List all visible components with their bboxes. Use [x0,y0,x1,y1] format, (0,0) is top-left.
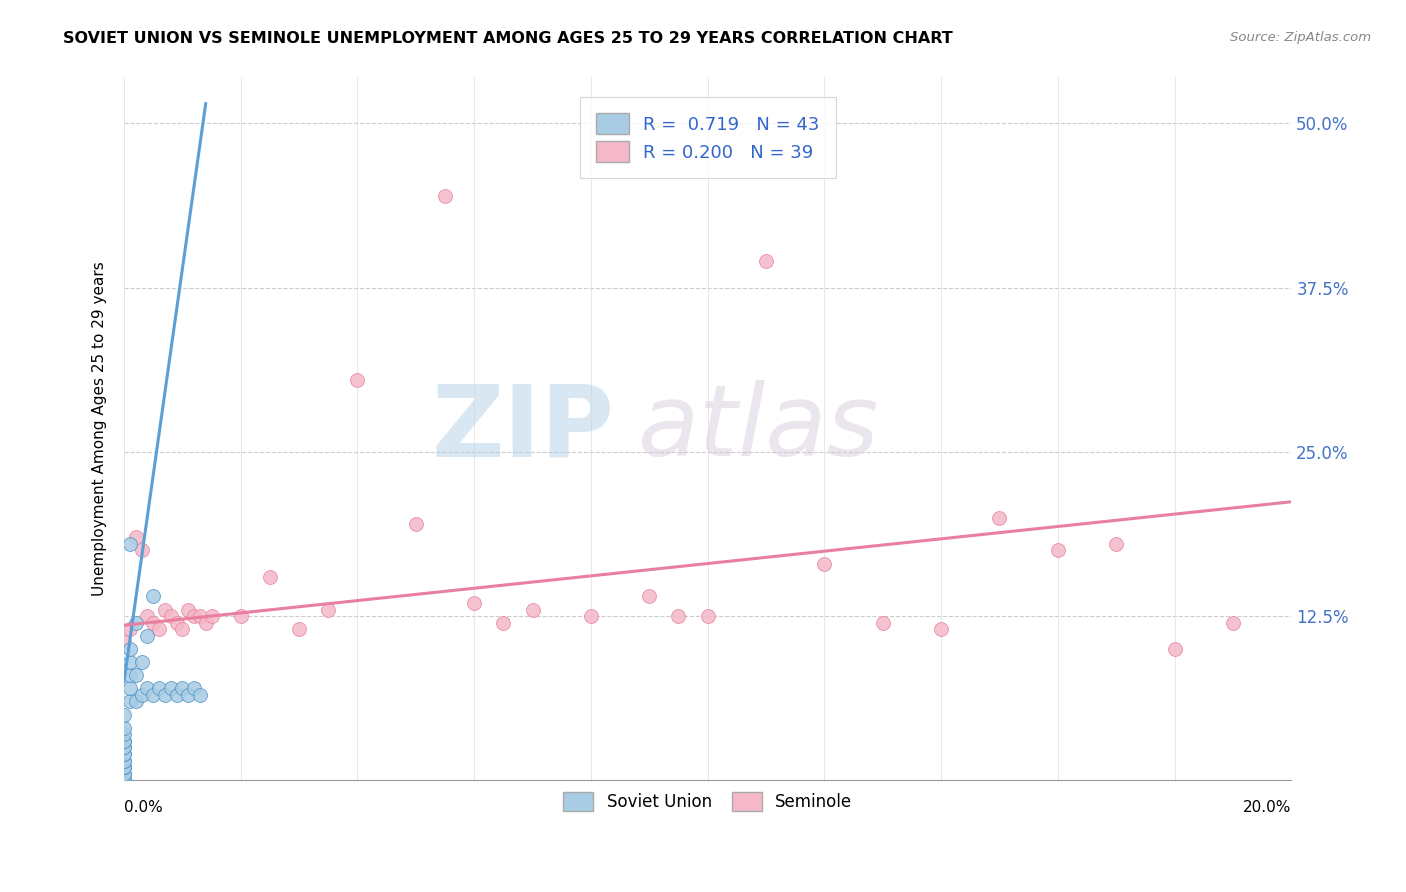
Point [124,668,146,682]
Point [136,629,159,643]
Point [638,590,661,604]
Point [346,373,368,387]
Point [112,766,135,780]
Point [172,681,194,696]
Point [229,609,252,624]
Point [463,596,485,610]
Point [118,622,141,636]
Point [1105,537,1128,551]
Point [124,694,146,708]
Point [177,688,200,702]
Point [813,557,835,571]
Point [1222,615,1244,630]
Text: SOVIET UNION VS SEMINOLE UNEMPLOYMENT AMONG AGES 25 TO 29 YEARS CORRELATION CHAR: SOVIET UNION VS SEMINOLE UNEMPLOYMENT AM… [63,31,953,46]
Point [112,734,135,748]
Point [316,602,339,616]
Point [579,609,602,624]
Point [872,615,894,630]
Point [755,254,778,268]
Point [112,740,135,755]
Point [148,622,170,636]
Point [188,609,211,624]
Point [142,590,165,604]
Text: 20.0%: 20.0% [1243,800,1291,815]
Point [153,688,176,702]
Point [112,747,135,761]
Point [177,602,200,616]
Point [131,688,153,702]
Point [522,602,544,616]
Point [124,615,146,630]
Point [434,188,457,202]
Point [112,773,135,788]
Point [136,609,159,624]
Point [929,622,952,636]
Point [492,615,515,630]
Point [696,609,718,624]
Point [405,517,427,532]
Point [183,609,205,624]
Point [259,569,281,583]
Point [142,615,165,630]
Point [118,694,141,708]
Point [142,688,165,702]
Point [118,668,141,682]
Point [166,615,188,630]
Point [112,740,135,755]
Point [153,602,176,616]
Point [112,707,135,722]
Point [131,655,153,669]
Point [118,655,141,669]
Point [118,681,141,696]
Point [112,760,135,774]
Point [1046,543,1069,558]
Point [124,530,146,544]
Point [112,766,135,780]
Point [118,641,141,656]
Point [159,681,181,696]
Point [112,760,135,774]
Point [172,622,194,636]
Point [112,734,135,748]
Text: atlas: atlas [638,380,879,477]
Point [188,688,211,702]
Point [1163,641,1185,656]
Point [194,615,217,630]
Point [148,681,170,696]
Point [112,747,135,761]
Point [136,681,159,696]
Text: ZIP: ZIP [432,380,614,477]
Point [988,510,1011,524]
Point [112,760,135,774]
Point [118,537,141,551]
Point [200,609,222,624]
Point [112,773,135,788]
Text: 0.0%: 0.0% [124,800,163,815]
Point [166,688,188,702]
Point [112,766,135,780]
Point [288,622,311,636]
Point [159,609,181,624]
Point [131,543,153,558]
Text: Source: ZipAtlas.com: Source: ZipAtlas.com [1230,31,1371,45]
Y-axis label: Unemployment Among Ages 25 to 29 years: Unemployment Among Ages 25 to 29 years [93,261,107,596]
Point [668,609,690,624]
Legend: Soviet Union, Seminole: Soviet Union, Seminole [550,779,866,825]
Point [112,727,135,741]
Point [183,681,205,696]
Point [112,635,135,649]
Point [112,754,135,768]
Point [112,773,135,788]
Point [112,721,135,735]
Point [112,754,135,768]
